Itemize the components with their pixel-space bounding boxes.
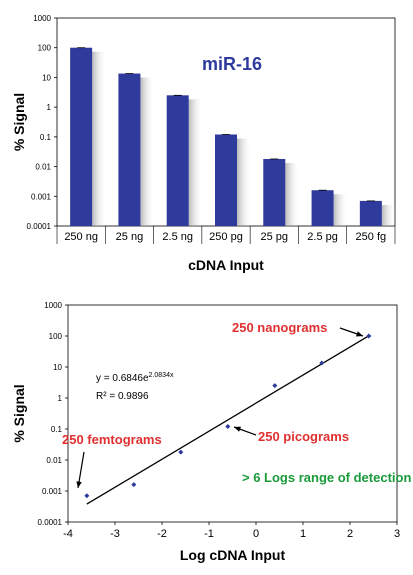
equation-exponent: 2.0834x (149, 372, 174, 379)
bar-shadow (285, 162, 300, 226)
scatter-y-tick-label: 0.001 (42, 487, 63, 496)
bar (215, 134, 237, 226)
scatter-x-axis-label: Log cDNA Input (180, 547, 286, 563)
bar-y-tick-label: 10 (42, 73, 51, 82)
category-label: 250 pg (209, 231, 243, 243)
data-point (178, 449, 184, 455)
bar-shadow (92, 51, 107, 226)
scatter-plot-area (67, 304, 398, 523)
bar (118, 73, 141, 227)
bar-y-tick-label: 0.0001 (27, 222, 52, 231)
scatter-x-tick-label: 2 (347, 528, 353, 540)
data-point (366, 333, 372, 339)
bar-y-axis-label: % Signal (11, 93, 27, 151)
bar-shadow (188, 99, 203, 226)
scatter-y-axis-label: % Signal (11, 384, 27, 442)
bar-y-tick-label: 0.001 (31, 192, 52, 201)
scatter-x-tick-label: -4 (63, 528, 73, 540)
bar-chart-title: miR-16 (202, 54, 262, 74)
annotation-nanograms: 250 nanograms (232, 320, 327, 335)
category-label: 25 ng (116, 231, 144, 243)
bar-y-tick-label: 100 (38, 44, 52, 53)
scatter-x-tick-label: 1 (300, 528, 306, 540)
category-label: 250 fg (356, 231, 387, 243)
arrow-picograms-head (234, 426, 241, 432)
bar (263, 158, 286, 226)
annotation-range: > 6 Logs range of detection (242, 470, 411, 485)
scatter-y-tick-label: 0.01 (46, 456, 62, 465)
category-label: 250 ng (64, 231, 98, 243)
scatter-x-tick-label: -3 (110, 528, 120, 540)
trendline-equation: y = 0.6846e2.0834x (96, 372, 174, 384)
category-label: 25 pg (261, 231, 289, 243)
scatter-x-tick-label: 0 (253, 528, 259, 540)
arrow-femtograms-head (76, 481, 82, 488)
annotation-picograms: 250 picograms (258, 429, 349, 444)
bar (311, 190, 334, 226)
arrow-nanograms-head (356, 331, 363, 337)
category-label: 2.5 ng (162, 231, 193, 243)
bar-y-tick-label: 1 (47, 103, 52, 112)
bar-y-tick-label: 1000 (33, 14, 51, 23)
bar-shadow (333, 194, 348, 226)
scatter-y-tick-label: 10 (53, 363, 62, 372)
r-squared: R² = 0.9896 (96, 391, 149, 402)
data-point (84, 493, 90, 499)
bar-y-tick-label: 0.01 (35, 163, 51, 172)
scatter-y-tick-label: 1000 (44, 301, 62, 310)
bar (166, 95, 189, 226)
scatter-y-tick-label: 0.1 (51, 425, 63, 434)
scatter-x-tick-label: -1 (204, 528, 214, 540)
data-point (272, 383, 278, 389)
category-label: 2.5 pg (307, 231, 338, 243)
data-point (319, 360, 325, 366)
data-point (225, 424, 231, 430)
scatter-y-tick-label: 100 (49, 332, 63, 341)
bar-y-tick-label: 0.1 (40, 133, 52, 142)
scatter-x-tick-label: -2 (157, 528, 167, 540)
bar-shadow (140, 77, 155, 227)
bar-shadow (237, 138, 251, 226)
bar (359, 200, 382, 226)
annotation-femtograms: 250 femtograms (62, 432, 162, 447)
data-point (131, 482, 137, 488)
bar (70, 47, 93, 226)
bar-shadow (381, 204, 396, 226)
bar-x-axis-label: cDNA Input (188, 257, 264, 273)
scatter-x-tick-label: 3 (394, 528, 400, 540)
scatter-y-tick-label: 1 (58, 394, 63, 403)
scatter-y-tick-label: 0.0001 (38, 518, 63, 527)
